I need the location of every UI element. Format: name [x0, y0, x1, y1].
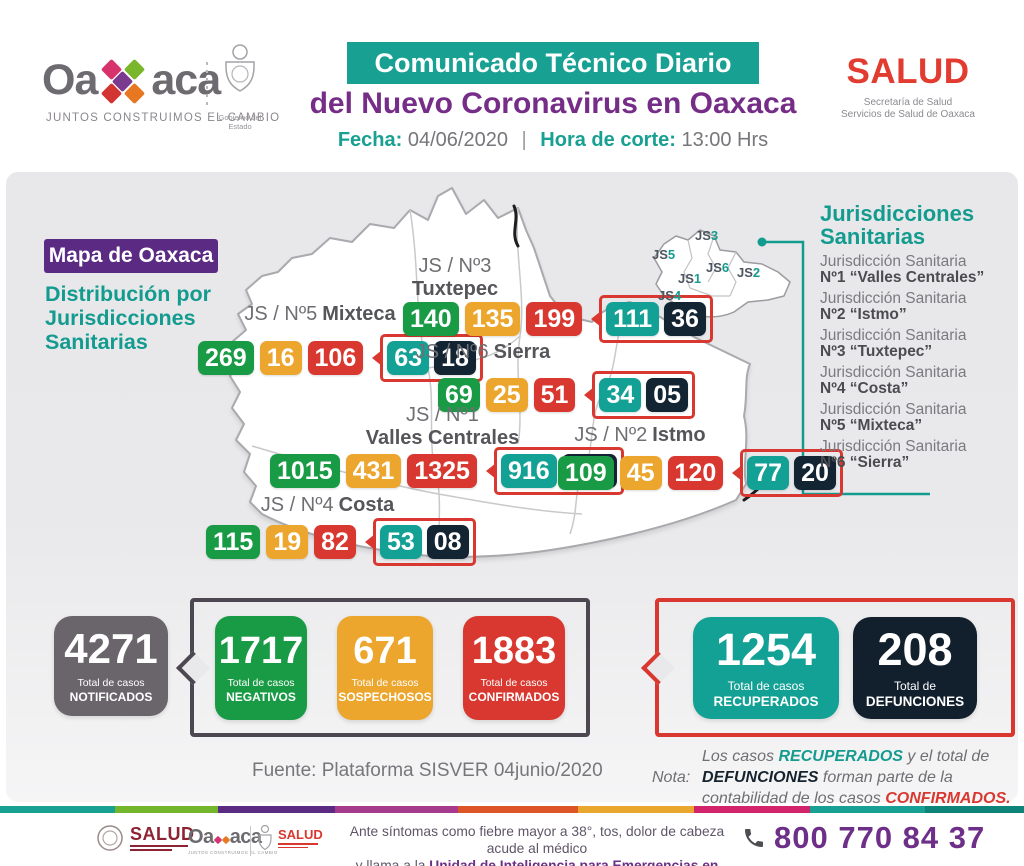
- oaxaca-logo-text-start: Oa: [42, 56, 98, 104]
- costa-negativos-badge: 115: [206, 525, 261, 559]
- hora-value: 13:00 Hrs: [681, 129, 769, 151]
- hora-label: Hora de corte:: [540, 129, 676, 151]
- government-seal-icon: [218, 42, 262, 111]
- oaxaca-tagline: JUNTOS CONSTRUIMOS EL CAMBIO: [46, 112, 281, 124]
- region-label-valles-centrales: JS / Nº1 Valles Centrales: [365, 404, 520, 449]
- source-text: Fuente: Plataforma SISVER 04junio/2020: [252, 760, 603, 781]
- emergency-phone: 800 770 84 37: [742, 820, 985, 856]
- header-dotted-divider: [206, 62, 208, 108]
- total-sospechosos-card: 671 Total de casos SOSPECHOSOS: [337, 615, 433, 720]
- region-label-costa: JS / Nº4 Costa: [260, 494, 395, 516]
- sierra-recuperados-badge: 34: [599, 378, 642, 412]
- inset-label-js6: JS6: [706, 260, 730, 275]
- sierra-confirmados-badge: 51: [533, 378, 576, 412]
- inset-label-js2: JS2: [737, 265, 761, 280]
- oaxaca-logo-text-end: aca: [151, 56, 221, 104]
- phone-icon: [745, 829, 763, 847]
- map-title-badge: Mapa de Oaxaca: [44, 239, 218, 273]
- footer-salud-oaxaca-logo: SALUD: [278, 828, 323, 848]
- legend-item-2: Jurisdicción Sanitaria Nº2 “Istmo”: [820, 290, 967, 323]
- istmo-negativos-badge: 109: [558, 456, 614, 490]
- page-subtitle: del Nuevo Coronavirus en Oaxaca: [309, 87, 797, 120]
- istmo-recuperados-badge: 77: [747, 456, 790, 490]
- tuxtepec-sospechosos-badge: 135: [464, 302, 521, 336]
- legend-item-1: Jurisdicción Sanitaria Nº1 “Valles Centra…: [820, 253, 985, 286]
- costa-sospechosos-badge: 19: [266, 525, 309, 559]
- mixteca-negativos-badge: 269: [198, 341, 254, 375]
- costa-recuperados-badge: 53: [379, 525, 422, 559]
- tuxtepec-recovered-deaths-box: 111 36: [599, 295, 713, 343]
- tuxtepec-recuperados-badge: 111: [606, 302, 660, 336]
- salud-logo-subtext: Secretaría de Salud Servicios de Salud de…: [841, 97, 975, 120]
- health-advice-text: Ante síntomas como fiebre mayor a 38°, t…: [349, 824, 725, 866]
- note-text: Los casos RECUPERADOS y el total de DEFU…: [702, 748, 1011, 807]
- federal-salud-logo: SALUD: [95, 823, 195, 853]
- color-stripe: [0, 806, 1024, 813]
- tuxtepec-confirmados-badge: 199: [526, 302, 583, 336]
- valles-recuperados-badge: 916: [500, 454, 557, 488]
- total-confirmados-card: 1883 Total de casos CONFIRMADOS: [463, 615, 565, 720]
- footer-oaxaca-tagline: JUNTOS CONSTRUIMOS EL CAMBIO: [188, 850, 278, 855]
- salud-logo-text: SALUD: [846, 52, 970, 91]
- costa-recovered-deaths-box: 53 08: [372, 518, 476, 566]
- fecha-label: Fecha:: [337, 129, 403, 151]
- legend-item-5: Jurisdicción Sanitaria Nº5 “Mixteca”: [820, 401, 967, 434]
- fecha-value: 04/06/2020: [407, 129, 508, 151]
- legend-item-4: Jurisdicción Sanitaria Nº4 “Costa”: [820, 364, 967, 397]
- region-label-mixteca: JS / Nº5 Mixteca: [244, 303, 396, 325]
- inset-label-js4: JS4: [658, 288, 682, 303]
- legend-item-3: Jurisdicción Sanitaria Nº3 “Tuxtepec”: [820, 327, 967, 360]
- federal-salud-rule2: [130, 849, 172, 851]
- inset-label-js1: JS1: [678, 271, 702, 286]
- istmo-sospechosos-badge: 45: [619, 456, 662, 490]
- legend-list: Jurisdicción Sanitaria Nº1 “Valles Centra…: [820, 254, 984, 476]
- total-notificados-card: 4271 Total de casos NOTIFICADOS: [54, 616, 168, 716]
- mixteca-sospechosos-badge: 16: [259, 341, 302, 375]
- total-negativos-card: 1717 Total de casos NEGATIVOS: [215, 615, 307, 720]
- tuxtepec-defunciones-badge: 36: [664, 302, 706, 336]
- federal-salud-rule: [130, 845, 188, 847]
- confirmed-breakdown-bracket: 1254 Total de casos RECUPERADOS 208 Tota…: [641, 598, 1015, 737]
- valles-sospechosos-badge: 431: [345, 454, 402, 488]
- separator: |: [521, 129, 527, 151]
- government-seal-caption: Gobierno del Estado: [218, 113, 262, 131]
- istmo-confirmados-badge: 120: [667, 456, 724, 490]
- note-label: Nota:: [652, 769, 691, 786]
- region-badges-istmo: 109 45 120 77 20: [558, 449, 843, 497]
- notified-breakdown-bracket: 1717 Total de casos NEGATIVOS 671 Total …: [176, 598, 590, 737]
- total-recuperados-card: 1254 Total de casos RECUPERADOS: [693, 616, 839, 719]
- region-badges-costa: 115 19 82 53 08: [206, 518, 476, 566]
- inset-label-js5: JS5: [652, 247, 676, 262]
- mixteca-confirmados-badge: 106: [307, 341, 364, 375]
- tuxtepec-negativos-badge: 140: [403, 302, 459, 336]
- oaxaca-logo-x-icon: [100, 58, 148, 107]
- region-label-sierra: JS / Nº6 Sierra: [415, 341, 551, 363]
- sierra-recovered-deaths-box: 34 05: [592, 371, 696, 419]
- federal-seal-icon: [97, 825, 123, 851]
- footer-salud-rule2: [278, 846, 308, 848]
- region-label-istmo: JS / Nº2 Istmo: [574, 424, 706, 446]
- inset-label-js3: JS3: [695, 228, 719, 243]
- footer-seal-icon: [256, 824, 274, 859]
- legend-title: Jurisdicciones Sanitarias: [820, 201, 975, 249]
- footer-divider: [250, 826, 251, 856]
- valles-negativos-badge: 1015: [270, 454, 340, 488]
- sierra-defunciones-badge: 05: [646, 378, 689, 412]
- map-subtitle: Distribución por Jurisdicciones Sanitari…: [45, 282, 212, 354]
- phone-number: 800 770 84 37: [774, 820, 986, 855]
- footer-oaxaca-logo: Oa aca JUNTOS CONSTRUIMOS EL CAMBIO: [188, 826, 278, 855]
- oaxaca-logo: Oa aca: [42, 56, 221, 107]
- salud-logo: SALUD Secretaría de Salud Servicios de Sa…: [833, 52, 983, 121]
- valles-confirmados-badge: 1325: [407, 454, 477, 488]
- footer-salud-rule: [278, 843, 318, 845]
- costa-defunciones-badge: 08: [426, 525, 469, 559]
- federal-salud-text: SALUD: [130, 824, 195, 844]
- costa-confirmados-badge: 82: [314, 525, 356, 559]
- date-cutoff-line: Fecha: 04/06/2020 | Hora de corte: 13:00…: [300, 129, 806, 152]
- total-defunciones-card: 208 Total de DEFUNCIONES: [853, 616, 977, 719]
- legend-item-6: Jurisdicción Sanitaria Nº6 “Sierra”: [820, 438, 967, 471]
- page-title: Comunicado Técnico Diario: [347, 42, 759, 84]
